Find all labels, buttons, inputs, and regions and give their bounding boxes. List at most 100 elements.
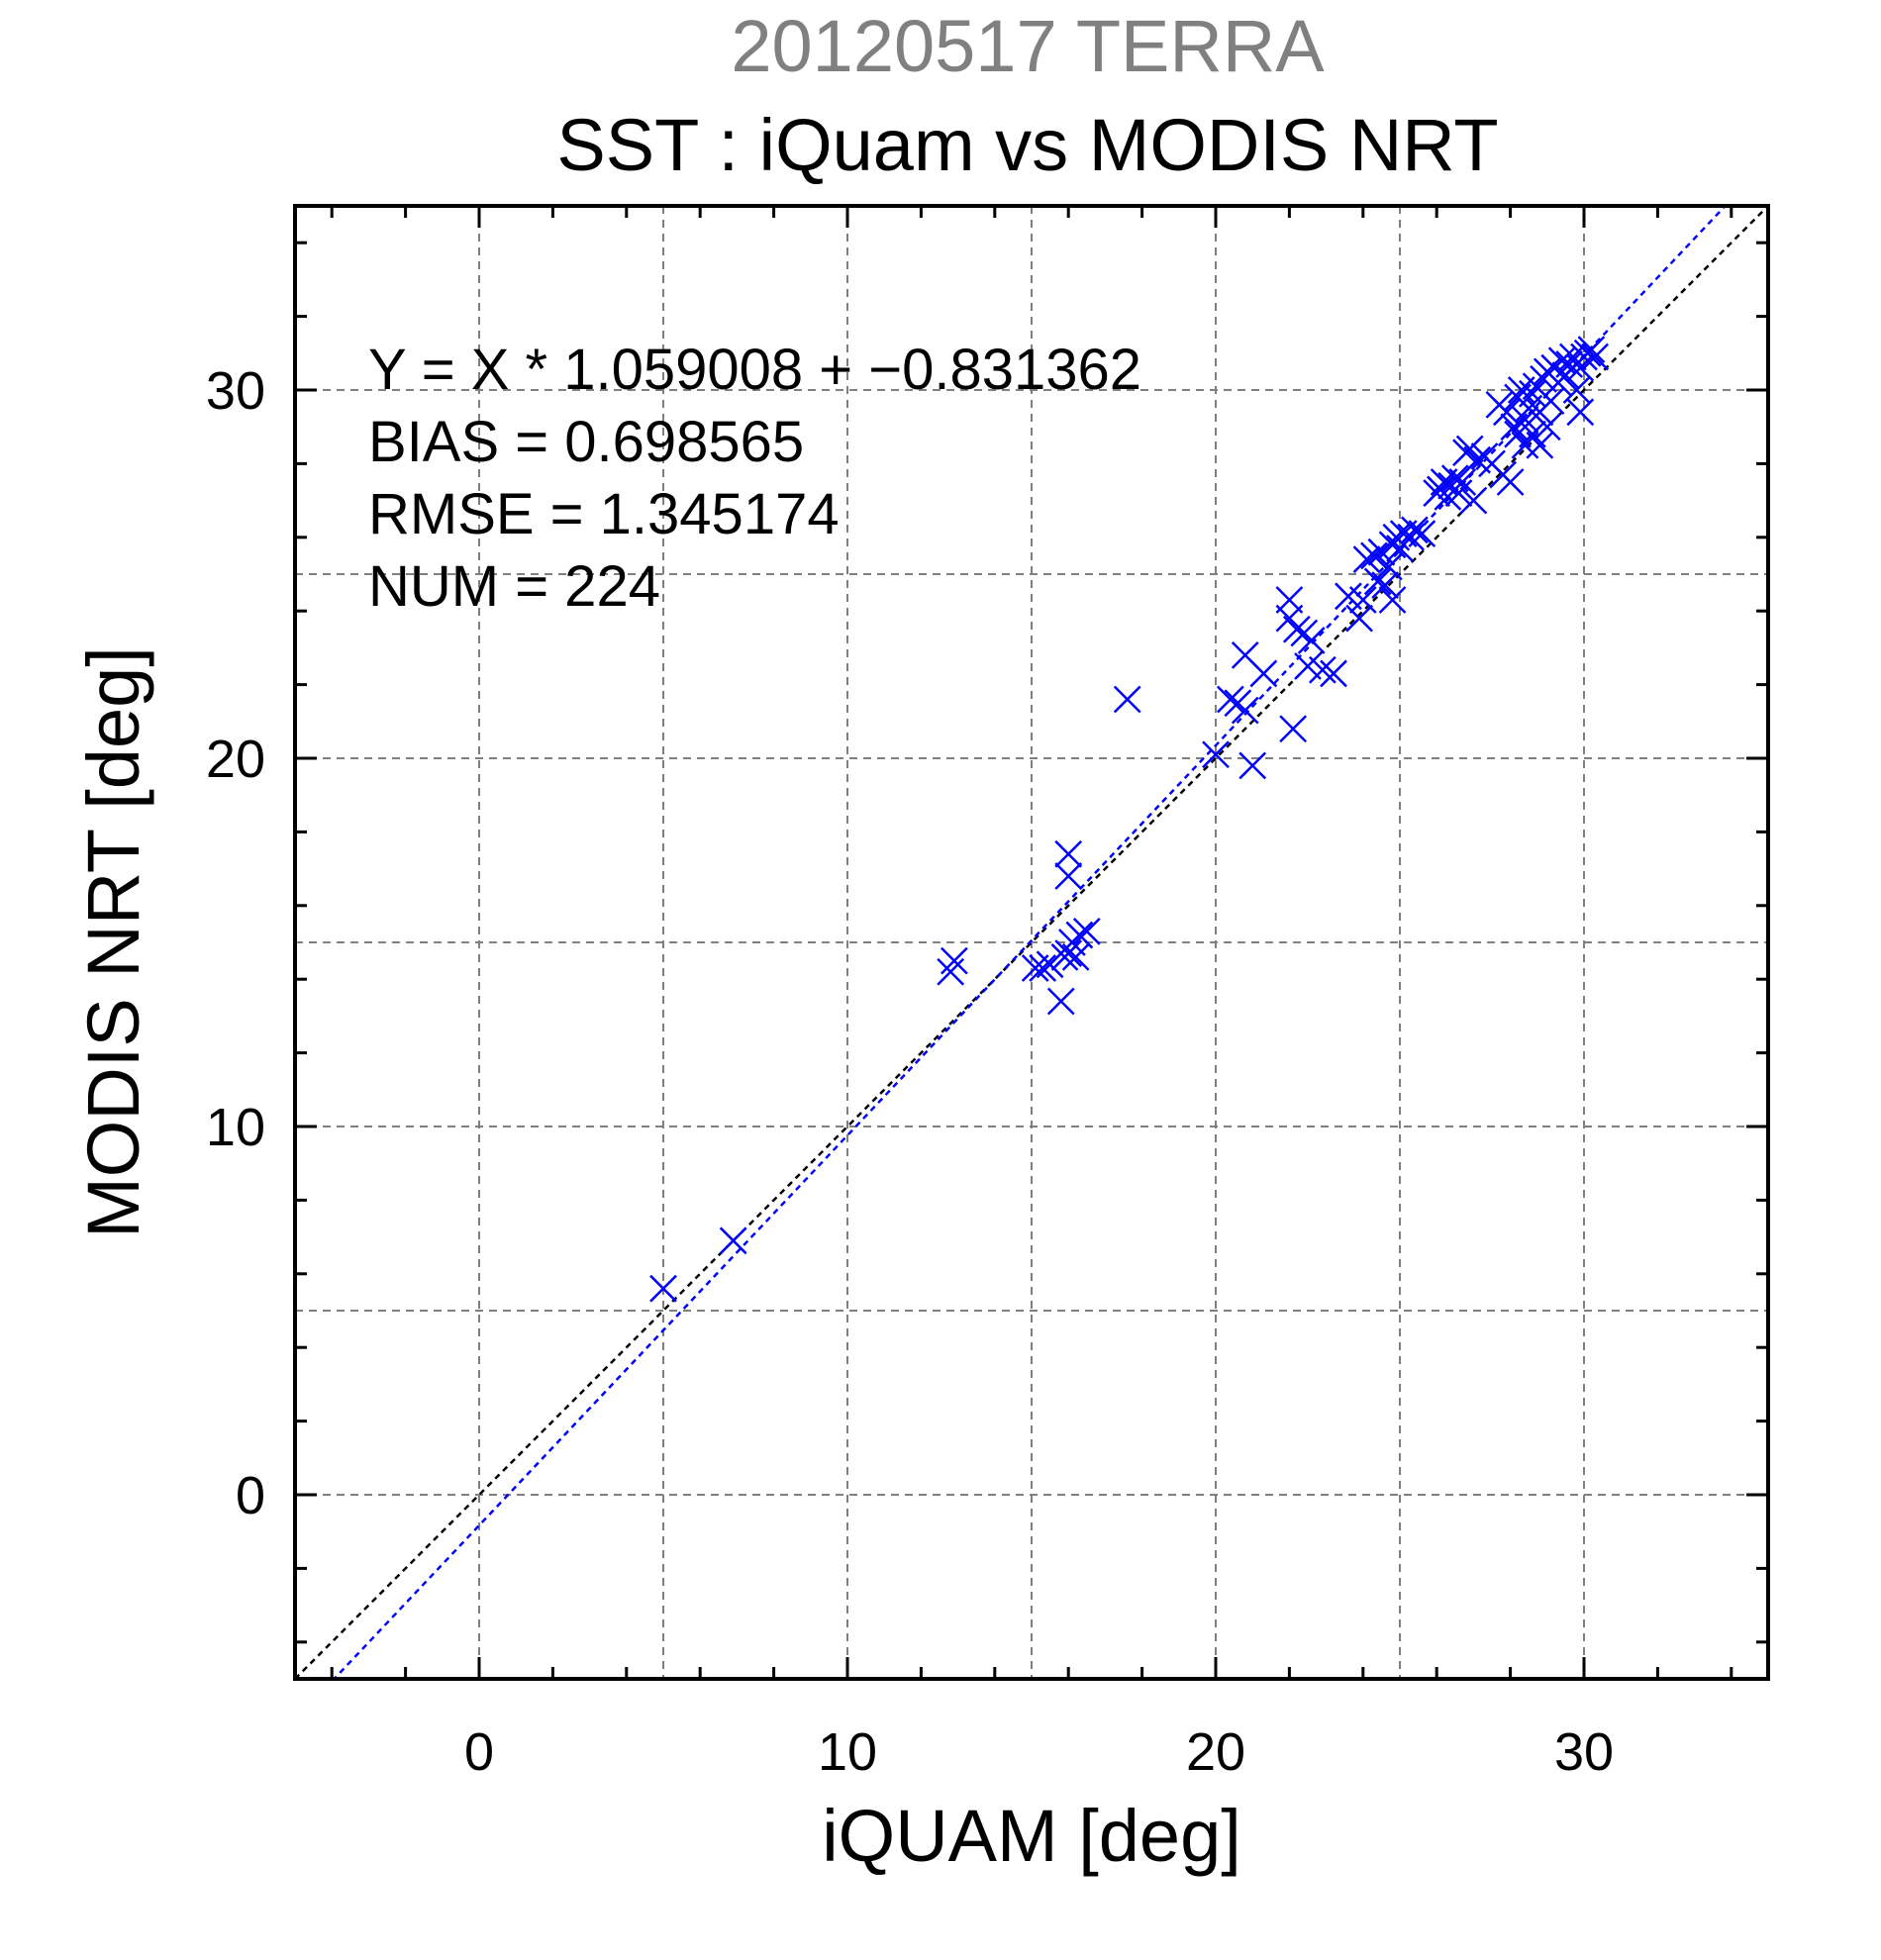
- chart-subtitle: SST : iQuam vs MODIS NRT: [556, 104, 1499, 186]
- data-point-stroke: [1408, 520, 1436, 547]
- data-point-stroke: [1562, 376, 1591, 404]
- data-point: [1492, 398, 1521, 427]
- data-point: [1533, 413, 1561, 441]
- data-point: [1581, 343, 1610, 371]
- data-point: [1519, 379, 1546, 408]
- data-point-stroke: [1371, 571, 1400, 600]
- identity-line: [295, 206, 1768, 1679]
- data-point-stroke: [719, 1226, 747, 1255]
- stat-rmse: RMSE = 1.345174: [368, 482, 840, 546]
- data-point: [1046, 987, 1075, 1016]
- data-point: [1029, 954, 1057, 982]
- plot-frame: [293, 204, 1770, 1681]
- data-point-stroke: [1216, 685, 1244, 714]
- data-point: [1363, 567, 1392, 596]
- data-point-stroke: [1352, 545, 1381, 574]
- data-point-stroke: [1444, 479, 1473, 508]
- data-point: [1231, 696, 1259, 725]
- data-point-stroke: [1581, 343, 1610, 371]
- data-point-stroke: [1463, 445, 1492, 474]
- data-point: [1408, 520, 1436, 547]
- data-point-stroke: [1308, 655, 1336, 684]
- data-point-stroke: [1046, 987, 1075, 1016]
- data-point: [1216, 685, 1244, 714]
- data-point: [1374, 552, 1403, 581]
- data-point: [1566, 353, 1595, 382]
- data-point-stroke: [1072, 917, 1101, 945]
- data-point-stroke: [1029, 954, 1057, 982]
- data-point-stroke: [1348, 586, 1377, 614]
- data-point: [1308, 655, 1336, 684]
- y-tick-label: 0: [236, 1466, 265, 1525]
- data-point-stroke: [1526, 431, 1554, 459]
- data-point: [1400, 516, 1429, 544]
- data-point: [1352, 545, 1381, 574]
- data-point: [1566, 398, 1595, 427]
- data-point-stroke: [1459, 486, 1488, 515]
- x-tick-label: 20: [1186, 1722, 1245, 1782]
- data-point-stroke: [1536, 387, 1565, 416]
- data-point: [1320, 659, 1347, 688]
- data-point: [1061, 942, 1090, 971]
- data-point: [1054, 862, 1083, 890]
- data-points: [649, 336, 1610, 1303]
- data-point-stroke: [1448, 468, 1477, 496]
- data-point-stroke: [1335, 582, 1362, 611]
- y-tick-label: 30: [206, 361, 265, 421]
- data-point: [719, 1226, 747, 1255]
- data-point-stroke: [1566, 353, 1595, 382]
- data-point: [1054, 939, 1083, 968]
- data-point-stroke: [1345, 604, 1373, 633]
- x-axis-label: iQUAM [deg]: [822, 1795, 1241, 1877]
- grid-lines: [295, 206, 1768, 1679]
- data-point-stroke: [1555, 350, 1584, 378]
- data-point-stroke: [1231, 696, 1259, 725]
- data-point: [1348, 586, 1377, 614]
- data-point: [937, 957, 965, 986]
- data-point-stroke: [1297, 627, 1326, 654]
- y-tick-label: 20: [206, 730, 265, 789]
- data-point-stroke: [1279, 715, 1308, 743]
- y-axis-label: MODIS NRT [deg]: [72, 646, 154, 1238]
- data-point: [1371, 571, 1400, 600]
- data-point-stroke: [1054, 939, 1083, 968]
- x-tick-label: 30: [1554, 1722, 1614, 1782]
- data-point-stroke: [1054, 839, 1083, 868]
- data-point-stroke: [1054, 862, 1083, 890]
- data-point: [1054, 839, 1083, 868]
- data-point-stroke: [1249, 659, 1278, 688]
- data-point: [1297, 627, 1326, 654]
- x-tick-label: 10: [818, 1722, 877, 1782]
- data-point-stroke: [1363, 567, 1392, 596]
- data-point: [1397, 523, 1426, 551]
- data-point-stroke: [1374, 552, 1403, 581]
- data-point-stroke: [1492, 398, 1521, 427]
- data-point-stroke: [1231, 640, 1259, 669]
- data-point-stroke: [1320, 659, 1347, 688]
- data-point-stroke: [649, 1274, 677, 1303]
- data-point: [1448, 468, 1477, 496]
- data-point-stroke: [1519, 420, 1546, 448]
- data-point-stroke: [1202, 740, 1230, 769]
- data-point-stroke: [937, 957, 965, 986]
- data-point: [1282, 615, 1311, 643]
- data-point: [1382, 523, 1411, 551]
- stat-regression: Y = X * 1.059008 + −0.831362: [368, 338, 1141, 402]
- data-point-stroke: [1294, 652, 1322, 680]
- data-point-stroke: [1511, 405, 1539, 434]
- data-point: [1562, 376, 1591, 404]
- data-point: [1496, 468, 1525, 496]
- data-point: [1444, 479, 1473, 508]
- data-point-stroke: [1113, 685, 1141, 714]
- data-point-stroke: [1504, 420, 1532, 448]
- data-point: [649, 1274, 677, 1303]
- data-point: [1113, 685, 1141, 714]
- data-point: [1536, 387, 1565, 416]
- data-point-stroke: [1378, 586, 1407, 614]
- data-point-stroke: [1577, 336, 1606, 363]
- tick-labels: 0 10 20 30 0 10 20 30: [206, 361, 1614, 1782]
- stats-box: Y = X * 1.059008 + −0.831362 BIAS = 0.69…: [368, 338, 1141, 619]
- data-point-stroke: [1547, 346, 1576, 375]
- data-point-stroke: [1566, 398, 1595, 427]
